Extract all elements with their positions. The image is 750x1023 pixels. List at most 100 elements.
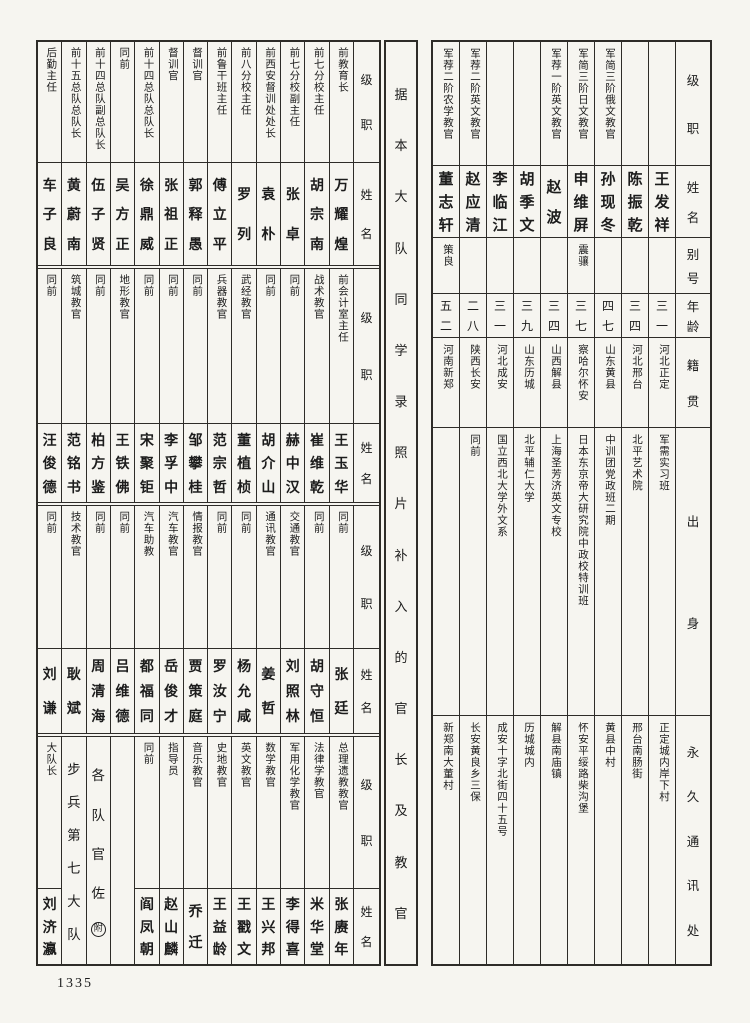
native-cell: 河北邢台 [622,338,648,428]
name-cell: 袁朴 [261,187,276,243]
rank-cell: 军荐二阶农学教官 [433,42,459,166]
name-cell: 赵波 [541,166,567,238]
person-column: 前十四总队副总队长伍子贤 [85,42,110,265]
person-column: 筑城教官范铭书 [61,269,86,502]
person-column: 地形教官王铁佛 [109,269,135,502]
native-cell: 山东黄县 [595,338,621,428]
person-column: 汽车教官岳俊才 [158,506,183,733]
name-header: 姓名 [360,440,373,487]
name-cell: 徐鼎威 [139,177,154,253]
rank-cell: 同前 [159,269,183,424]
person-column: 前七分校副主任张卓 [280,42,305,265]
person-column: 情报教官贾策庭 [182,506,208,733]
origin-cell [433,428,459,716]
tier-header-column: 级职姓名 [353,737,379,964]
rank-cell: 军荐二阶英文教官 [460,42,486,166]
native-cell: 河南新郑 [433,338,459,428]
person-column: 同前李孚中 [158,269,183,502]
origin-cell: 北平辅仁大学 [514,428,540,716]
name-cell: 贾策庭 [188,659,203,725]
name-cell: 周清海 [91,659,106,725]
section-label: 各队官佐附 [87,737,110,964]
person-column: 陈振乾三四河北邢台 北平艺术院 邢台南肠街 [621,42,648,964]
person-column: 前教育长万耀煌 [328,42,353,265]
origin-cell: 中训团党政班二期 [595,428,621,716]
name-cell: 刘谦 [42,667,57,717]
name-cell: 张赓年 [334,896,349,959]
alias-cell: 震骧 [568,238,594,294]
person-column: 同前阎凤朝 [134,737,159,964]
person-column: 武经教官董植桢 [231,269,256,502]
person-column: 同前罗汝宁 [207,506,232,733]
name-cell: 柏方鉴 [91,432,106,496]
rank-cell: 汽车教官 [159,506,183,649]
rank-cell [622,42,648,166]
rank-cell: 通讯教官 [256,506,281,649]
name-cell: 董植桢 [237,432,252,496]
native-cell: 山西解县 [541,338,567,428]
age-cell: 三七 [568,294,594,338]
origin-cell: 日本东京帝大研究院中政校特训班 [568,428,594,716]
section-title: 据本大队同学录照片补入的官长及教官 [394,88,408,922]
name-cell: 董志轩 [433,166,459,238]
rank-cell: 英文教官 [232,737,256,889]
name-cell: 王益龄 [212,896,227,959]
person-column: 总理遗教教官张赓年 [328,737,353,964]
rank-cell: 指导员 [159,737,183,889]
person-column: 军简三阶俄文教官孙现冬四七山东黄县 中训团党政班二期 黄县中村 [594,42,621,964]
name-cell: 杨允咸 [237,659,252,725]
name-header: 姓名 [360,904,373,950]
name-cell: 申维屏 [568,166,594,238]
right-header-column: 级职 姓名 别号 年龄 籍贯 出身 永久通讯处 [675,42,710,964]
name-cell: 傅立平 [212,177,227,253]
origin-cell: 同前 [460,428,486,716]
name-cell: 赵应清 [460,166,486,238]
person-column: 通讯教官姜哲 [255,506,281,733]
person-column: 大队长刘济瀛 [37,737,62,964]
name-cell: 王戳文 [237,896,252,959]
person-column: 后勤主任车子良 [37,42,62,265]
person-column: 指导员赵山麟 [158,737,183,964]
name-cell: 王发祥 [649,166,675,238]
person-column: 军荐二阶英文教官赵应清二八陕西长安 同前 长安黄良乡三保 [459,42,486,964]
rank-cell: 前西安督训处处长 [256,42,281,163]
name-cell: 李得喜 [285,896,300,959]
section-label: 步兵第七大队 [67,762,81,943]
origin-cell: 国立西北大学外文系 [487,428,513,716]
middle-title-column: 据本大队同学录照片补入的官长及教官 [384,40,418,966]
name-cell: 都福同 [139,659,154,725]
rank-cell: 同前 [135,737,159,889]
alias-cell [595,238,621,294]
name-cell: 赵山麟 [164,896,179,959]
person-column: 同前邹攀桂 [182,269,208,502]
name-cell: 邹攀桂 [188,432,203,496]
person-column: 同前胡守恒 [304,506,329,733]
person-column: 前鲁干班主任傅立平 [207,42,232,265]
age-cell: 四七 [595,294,621,338]
name-cell: 张祖正 [164,177,179,253]
person-column: 军荐一阶英文教官赵波三四山西解县 上海圣芳济英文专校 解县南庙镇 [540,42,567,964]
rank-cell: 同前 [305,506,329,649]
person-column: 数学教官王兴邦 [255,737,281,964]
person-column: 战术教官崔维乾 [304,269,329,502]
rank-cell: 军用化学教官 [281,737,305,889]
name-cell: 崔维乾 [310,432,325,496]
name-cell: 汪俊德 [42,432,57,496]
person-column: 同前张廷 [328,506,353,733]
alias-cell [514,238,540,294]
rank-cell: 前七分校主任 [305,42,329,163]
rank-cell: 同前 [110,42,135,163]
native-cell: 河北正定 [649,338,675,428]
rank-cell: 技术教官 [62,506,86,649]
name-cell: 乔迁 [188,904,203,951]
name-cell: 黄蔚南 [66,177,81,253]
name-cell: 吕维德 [115,659,130,725]
address-cell: 新郑南大董村 [442,722,454,791]
name-cell: 岳俊才 [164,659,179,725]
rank-cell: 前教育长 [329,42,353,163]
section-label-column: 步兵第七大队 [61,737,85,964]
rank-cell: 筑城教官 [62,269,86,424]
rank-cell: 大队长 [37,737,62,889]
person-column: 同前胡介山 [255,269,281,502]
person-column: 音乐教官乔迁 [182,737,208,964]
